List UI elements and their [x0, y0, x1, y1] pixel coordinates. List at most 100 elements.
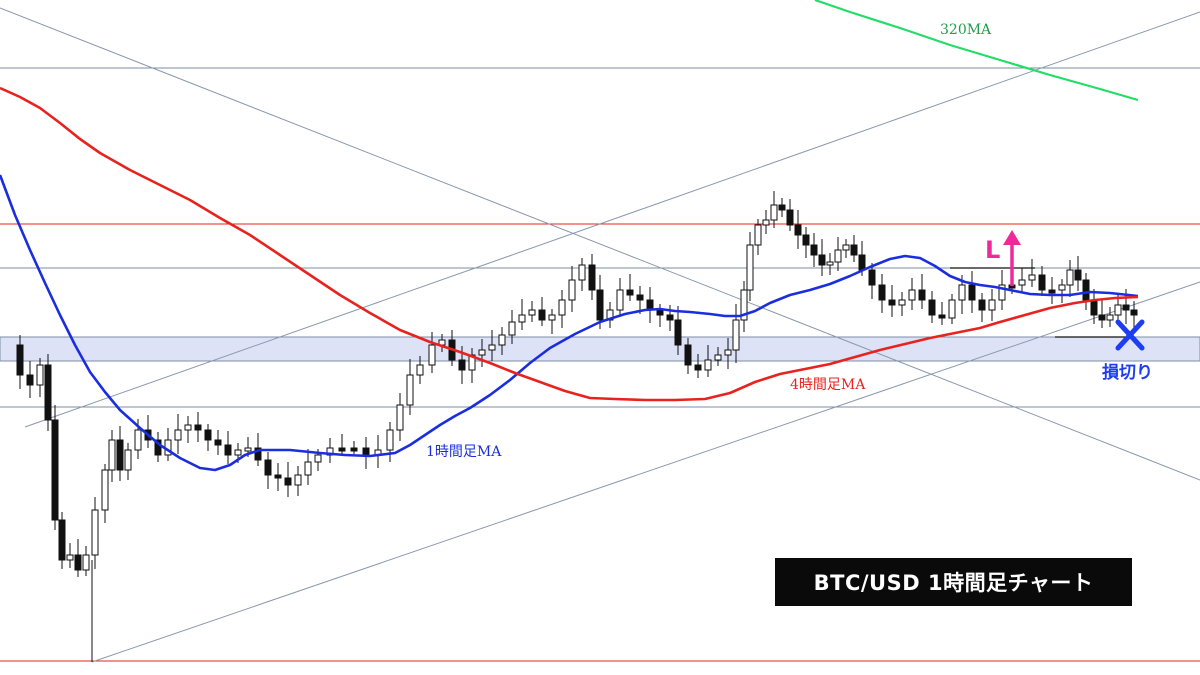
arrow-up-icon [1003, 230, 1021, 245]
candle-body [518, 314, 526, 323]
candle-body [108, 439, 116, 471]
candle-body [1130, 309, 1138, 316]
ma-line-0 [0, 174, 1139, 472]
candle-body [508, 321, 516, 336]
candle-body [406, 374, 414, 406]
candle-body [284, 477, 292, 486]
candle-body [1066, 269, 1074, 286]
candle-body [826, 261, 834, 266]
candle-body [858, 254, 866, 271]
candle-body [314, 454, 322, 463]
candle-body [558, 299, 566, 316]
trendlines [0, 7, 1200, 663]
ma-4h-label: 4時間足MA [790, 377, 866, 393]
candle-body [1074, 269, 1082, 281]
candlesticks [16, 191, 1138, 662]
candle-body [834, 249, 842, 263]
level-marks [950, 267, 1125, 338]
ma-1h-label: 1時間足MA [426, 444, 502, 460]
candle-body [101, 469, 109, 511]
candle-body [636, 294, 644, 301]
candle-body [978, 299, 986, 311]
candle-body [74, 554, 82, 571]
candle-body [868, 269, 876, 286]
candle-body [746, 244, 754, 291]
candle-body [548, 314, 556, 321]
candle-body [778, 204, 786, 211]
candle-body [842, 244, 850, 251]
candle-body [1028, 274, 1036, 281]
candle-body [616, 289, 624, 311]
candle-body [888, 299, 896, 306]
entry-label: L [985, 236, 1000, 264]
trendline-lower-channel [91, 281, 1200, 663]
candle-body [704, 359, 712, 371]
candle-body [596, 289, 604, 321]
candle-body [998, 284, 1006, 301]
candle-body [91, 509, 99, 556]
candle-body [386, 429, 394, 451]
candle-body [1106, 314, 1114, 321]
moving-averages [0, 0, 1139, 472]
candle-body [254, 447, 262, 461]
candle-body [244, 447, 252, 452]
candle-body [82, 554, 90, 571]
candle-body [538, 309, 546, 321]
candle-body [498, 334, 506, 346]
candle-body [16, 344, 24, 376]
candle-body [134, 429, 142, 451]
candle-body [1048, 289, 1056, 294]
candle-body [802, 234, 810, 246]
candle-body [740, 289, 748, 321]
candle-body [26, 374, 34, 386]
candle-body [1082, 279, 1090, 301]
candle-body [338, 447, 346, 452]
candle-body [724, 349, 732, 356]
candle-body [44, 364, 52, 421]
candle-body [968, 284, 976, 301]
candle-body [908, 289, 916, 301]
candle-body [578, 264, 586, 281]
candle-body [818, 254, 826, 266]
candle-body [666, 314, 674, 321]
candle-body [488, 344, 496, 351]
candle-body [762, 219, 770, 226]
candle-body [850, 244, 858, 256]
candle-body [174, 429, 182, 441]
ma-line-2 [814, 0, 1139, 102]
trendline-descending [0, 7, 1200, 481]
candle-body [958, 284, 966, 301]
candle-body [588, 264, 596, 291]
chart-title: BTC/USD 1時間足チャート [775, 558, 1132, 606]
candle-body [948, 299, 956, 319]
candle-body [204, 429, 212, 441]
candle-body [568, 279, 576, 301]
candle-body [898, 299, 906, 306]
candle-body [1090, 299, 1098, 316]
candle-body [194, 424, 202, 431]
candle-body [674, 319, 682, 346]
candle-body [794, 224, 802, 236]
candle-body [36, 364, 44, 386]
candle-body [274, 474, 282, 479]
candle-body [714, 354, 722, 361]
candle-body [350, 447, 358, 452]
candle-body [1058, 284, 1066, 291]
candle-body [58, 519, 66, 561]
candle-body [416, 364, 424, 376]
candle-body [234, 449, 242, 456]
candle-body [754, 224, 762, 246]
candle-body [1018, 279, 1026, 286]
candle-body [626, 289, 634, 296]
candle-body [732, 319, 740, 351]
candle-body [214, 439, 222, 446]
candle-body [878, 284, 886, 301]
candle-body [51, 419, 59, 521]
ma-320-label: 320MA [940, 22, 992, 38]
candle-body [294, 474, 302, 486]
candle-body [362, 447, 370, 456]
candle-body [124, 449, 132, 471]
candle-body [656, 309, 664, 316]
candle-body [468, 354, 476, 371]
